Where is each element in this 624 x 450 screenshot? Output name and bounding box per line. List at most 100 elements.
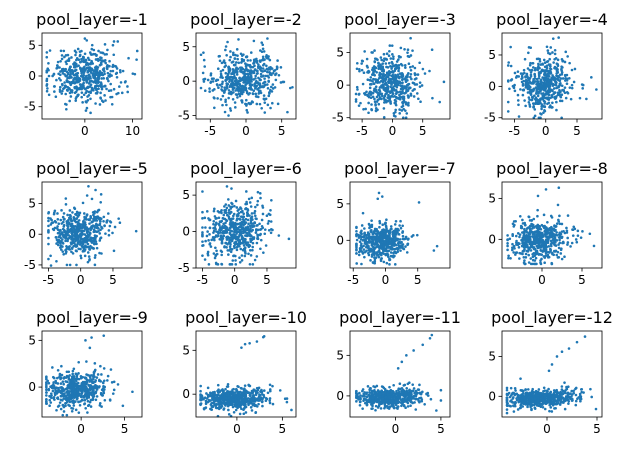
scatter-point (532, 88, 536, 91)
scatter-point (415, 77, 418, 80)
scatter-point (242, 244, 246, 247)
scatter-point (545, 238, 548, 241)
scatter-point (239, 207, 243, 210)
scatter-point (358, 248, 362, 252)
scatter-point (220, 82, 224, 86)
scatter-point (58, 90, 62, 93)
scatter-point (98, 103, 102, 106)
scatter-point (529, 93, 533, 96)
scatter-point (61, 89, 64, 93)
scatter-point (66, 85, 70, 89)
scatter-point (242, 59, 245, 63)
scatter-point (394, 115, 397, 118)
scatter-point (209, 245, 213, 248)
scatter-point (554, 57, 558, 60)
scatter-point (84, 74, 88, 78)
scatter-point (224, 45, 228, 48)
scatter-point (222, 91, 226, 94)
scatter-point (251, 263, 255, 266)
scatter-point (506, 234, 509, 237)
scatter-point (411, 89, 415, 92)
scatter-point (254, 87, 257, 90)
scatter-point (561, 241, 564, 245)
scatter-point (87, 383, 90, 387)
scatter-point (234, 240, 237, 244)
scatter-point (277, 73, 281, 77)
scatter-point (203, 258, 207, 261)
scatter-point (124, 80, 127, 83)
x-tick-label: 5 (263, 273, 271, 287)
scatter-point (393, 263, 397, 266)
scatter-point (73, 81, 76, 85)
scatter-point (387, 72, 390, 76)
scatter-point (360, 68, 364, 72)
scatter-point (392, 55, 395, 58)
scatter-point (225, 246, 228, 249)
scatter-point (391, 70, 394, 73)
scatter-point (73, 207, 77, 211)
scatter-point (220, 253, 223, 257)
scatter-point (267, 219, 271, 223)
scatter-point (93, 219, 97, 222)
scatter-point (74, 72, 78, 76)
scatter-point (47, 210, 51, 214)
scatter-point (357, 253, 361, 257)
y-tick-label: 5 (336, 46, 344, 60)
scatter-point (367, 233, 370, 237)
scatter-point (258, 102, 262, 106)
scatter-point (229, 210, 233, 214)
scatter-point (221, 94, 225, 98)
scatter-point (381, 62, 385, 65)
scatter-point (79, 238, 83, 241)
scatter-point (206, 78, 210, 82)
axes-frame (41, 181, 143, 269)
scatter-point (61, 72, 65, 75)
scatter-point (87, 185, 90, 188)
scatter-point (382, 244, 385, 248)
scatter-point (234, 53, 237, 57)
scatter-point (387, 236, 390, 240)
scatter-point (253, 209, 257, 213)
scatter-point (409, 94, 413, 97)
scatter-point (544, 188, 548, 191)
scatter-point (250, 72, 253, 75)
scatter-point (373, 57, 377, 60)
scatter-point (370, 237, 373, 240)
scatter-point (288, 86, 292, 90)
x-tick-label: 0 (77, 422, 85, 436)
scatter-point (100, 225, 103, 229)
scatter-point (220, 241, 224, 245)
scatter-point (536, 228, 540, 232)
scatter-point (229, 218, 233, 222)
scatter-point (511, 246, 514, 250)
scatter-point (506, 64, 510, 67)
scatter-point (401, 81, 404, 85)
scatter-point (375, 229, 379, 233)
scatter-point (261, 67, 265, 70)
scatter-point (249, 51, 253, 54)
scatter-point (82, 386, 85, 390)
scatter-point (78, 83, 82, 86)
scatter-point (269, 220, 273, 223)
scatter-point (551, 101, 554, 105)
scatter-point (97, 84, 100, 88)
scatter-point (61, 238, 64, 241)
scatter-point (374, 85, 378, 89)
scatter-point (83, 402, 86, 406)
scatter-point (524, 75, 527, 78)
scatter-point (536, 68, 540, 72)
scatter-point (90, 59, 93, 63)
scatter-point (47, 381, 51, 385)
scatter-point (233, 57, 237, 60)
scatter-point (64, 235, 68, 238)
scatter-point (231, 202, 234, 206)
scatter-point (64, 203, 68, 206)
scatter-point (238, 412, 242, 416)
scatter-point (74, 97, 78, 100)
scatter-point (55, 408, 58, 412)
scatter-point (533, 237, 537, 240)
scatter-point (67, 385, 70, 388)
scatter-point (245, 98, 248, 102)
scatter-point (555, 66, 558, 70)
scatter-point (260, 41, 264, 44)
